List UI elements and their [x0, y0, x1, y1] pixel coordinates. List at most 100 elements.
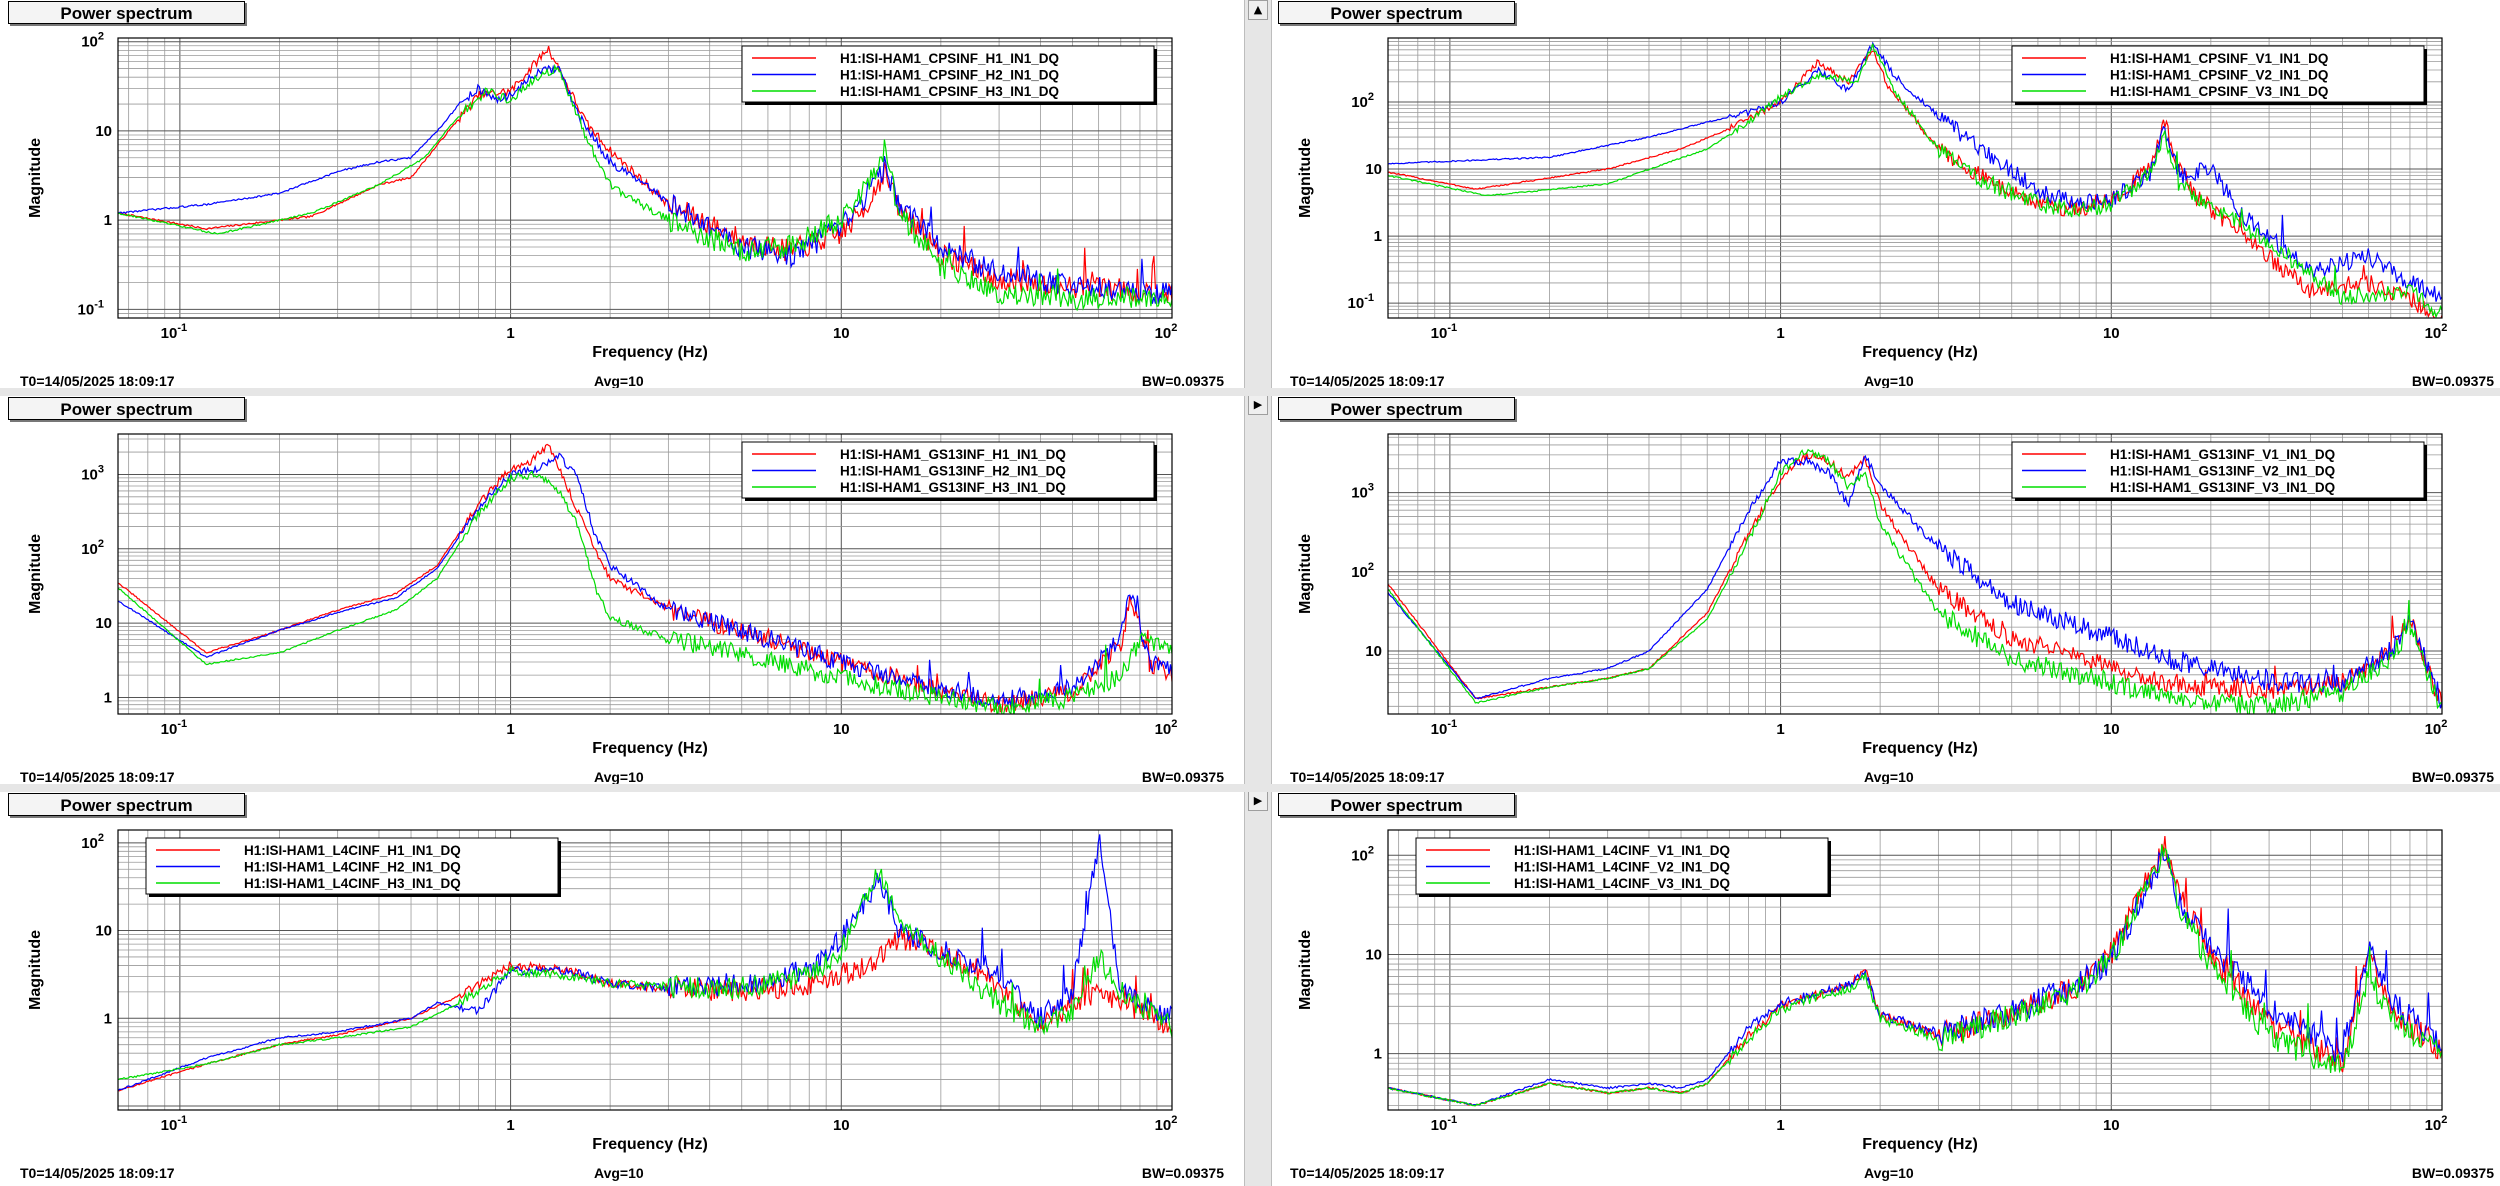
legend[interactable]: H1:ISI-HAM1_L4CINF_H1_IN1_DQ H1:ISI-HAM1_… — [145, 837, 561, 897]
y-axis-label: Magnitude — [27, 930, 44, 1010]
scroll-up-arrow-icon[interactable]: ▲ — [1248, 0, 1268, 20]
legend-entry: H1:ISI-HAM1_CPSINF_H2_IN1_DQ — [840, 68, 1059, 83]
legend[interactable]: H1:ISI-HAM1_CPSINF_H1_IN1_DQ H1:ISI-HAM1_… — [741, 45, 1157, 105]
footer-bw: BW=0.09375 — [2411, 373, 2494, 389]
x-tick-label: 1 — [1776, 325, 1784, 342]
footer-bw: BW=0.09375 — [2411, 769, 2494, 785]
x-tick-label: 1 — [1776, 721, 1784, 738]
legend[interactable]: H1:ISI-HAM1_GS13INF_V1_IN1_DQ H1:ISI-HAM1… — [2011, 441, 2427, 501]
x-tick-label: 1 — [506, 325, 514, 342]
plot-frame — [117, 37, 1173, 319]
x-axis-label: Frequency (Hz) — [592, 1136, 708, 1153]
y-axis-label: Magnitude — [27, 534, 44, 614]
plot-frame — [1387, 433, 2443, 715]
series-line — [1388, 41, 2442, 302]
legend[interactable]: H1:ISI-HAM1_CPSINF_V1_IN1_DQ H1:ISI-HAM1_… — [2011, 45, 2427, 105]
y-tick-label: 10 — [95, 123, 112, 140]
spectrum-plot[interactable]: 10-1 1 10 102 10 102 103 Frequency (Hz) Magnitud… — [1270, 396, 2500, 784]
legend-entry: H1:ISI-HAM1_CPSINF_H1_IN1_DQ — [840, 51, 1059, 66]
panel-title[interactable]: Power spectrum — [8, 397, 245, 420]
x-tick-label: 10-1 — [161, 718, 187, 738]
series-line — [118, 834, 1172, 1092]
footer-avg: Avg=10 — [1864, 373, 1914, 389]
panel-title[interactable]: Power spectrum — [1278, 397, 1515, 420]
x-tick-label: 1 — [506, 1117, 514, 1134]
panel-title[interactable]: Power spectrum — [1278, 1, 1515, 24]
spectrum-plot[interactable]: 10-1 1 10 102 1 10 102 103 Frequency (Hz) Magnitu… — [0, 396, 1244, 784]
spectrum-plot[interactable]: 10-1 1 10 102 10-1 1 10 102 Frequency (Hz) Magnit… — [0, 0, 1244, 388]
scroll-right-arrow-icon[interactable]: ▶ — [1248, 791, 1268, 811]
series-line — [118, 45, 1172, 303]
legend[interactable]: H1:ISI-HAM1_GS13INF_H1_IN1_DQ H1:ISI-HAM1… — [741, 441, 1157, 501]
legend[interactable]: H1:ISI-HAM1_L4CINF_V1_IN1_DQ H1:ISI-HAM1_… — [1415, 837, 1831, 897]
series-line — [118, 470, 1172, 714]
x-axis-label: Frequency (Hz) — [1862, 1136, 1978, 1153]
series-line — [1388, 844, 2442, 1107]
footer-t0: T0=14/05/2025 18:09:17 — [20, 373, 175, 389]
plot-frame — [117, 433, 1173, 715]
y-axis-label: Magnitude — [1297, 534, 1314, 614]
vertical-scrollbar[interactable]: ▲ ▶ ▶ — [1244, 0, 1272, 1186]
panel-title[interactable]: Power spectrum — [8, 1, 245, 24]
plot-frame — [117, 829, 1173, 1111]
legend-entry: H1:ISI-HAM1_L4CINF_H2_IN1_DQ — [244, 860, 461, 875]
x-tick-label: 102 — [1155, 1114, 1178, 1134]
y-tick-label: 1 — [104, 1010, 112, 1027]
legend-entry: H1:ISI-HAM1_CPSINF_V1_IN1_DQ — [2110, 51, 2328, 66]
spectrum-panel: 10-1 1 10 102 1 10 102 103 Frequency (Hz) Magnitu… — [0, 396, 1244, 785]
x-tick-label: 10 — [2103, 721, 2120, 738]
y-tick-label: 1 — [1374, 1046, 1382, 1063]
y-axis-label: Magnitude — [27, 138, 44, 218]
x-tick-label: 102 — [2425, 718, 2448, 738]
y-tick-label: 1 — [104, 212, 112, 229]
x-tick-label: 10-1 — [1431, 322, 1457, 342]
legend-entry: H1:ISI-HAM1_L4CINF_V2_IN1_DQ — [1514, 860, 1730, 875]
x-tick-label: 1 — [506, 721, 514, 738]
traces — [1388, 836, 2442, 1107]
x-tick-label: 10-1 — [1431, 1114, 1457, 1134]
grid — [118, 38, 1172, 318]
footer-t0: T0=14/05/2025 18:09:17 — [20, 769, 175, 785]
y-tick-label: 10 — [1365, 643, 1382, 660]
panel-title[interactable]: Power spectrum — [1278, 793, 1515, 816]
x-axis-label: Frequency (Hz) — [592, 344, 708, 361]
footer-bw: BW=0.09375 — [1141, 373, 1224, 389]
x-tick-label: 1 — [1776, 1117, 1784, 1134]
footer-avg: Avg=10 — [594, 1165, 644, 1181]
y-tick-label: 102 — [81, 832, 104, 852]
footer-t0: T0=14/05/2025 18:09:17 — [1290, 1165, 1445, 1181]
series-line — [118, 63, 1172, 312]
series-line — [1388, 448, 2442, 714]
panel-title[interactable]: Power spectrum — [8, 793, 245, 816]
spectrum-panel: 10-1 1 10 102 1 10 102 Frequency (Hz) Magnitude H… — [0, 792, 1244, 1181]
spectrum-plot[interactable]: 10-1 1 10 102 10-1 1 10 102 Frequency (Hz) Magnit… — [1270, 0, 2500, 388]
y-tick-label: 10 — [95, 615, 112, 632]
spectrum-panel: 10-1 1 10 102 10 102 103 Frequency (Hz) Magnitud… — [1270, 396, 2500, 785]
x-tick-label: 10 — [2103, 1117, 2120, 1134]
traces — [1388, 448, 2442, 714]
spectrum-plot[interactable]: 10-1 1 10 102 1 10 102 Frequency (Hz) Magnitude H… — [1270, 792, 2500, 1180]
y-tick-label: 102 — [81, 31, 104, 51]
y-tick-label: 103 — [81, 463, 104, 483]
legend-entry: H1:ISI-HAM1_L4CINF_V3_IN1_DQ — [1514, 876, 1730, 891]
y-tick-label: 10-1 — [1348, 292, 1374, 312]
legend-entry: H1:ISI-HAM1_GS13INF_V2_IN1_DQ — [2110, 464, 2335, 479]
y-axis-label: Magnitude — [1297, 930, 1314, 1010]
legend-entry: H1:ISI-HAM1_GS13INF_H3_IN1_DQ — [840, 480, 1066, 495]
x-tick-label: 102 — [2425, 1114, 2448, 1134]
y-tick-label: 102 — [1351, 91, 1374, 111]
panel-separator — [0, 388, 2500, 396]
spectrum-plot[interactable]: 10-1 1 10 102 1 10 102 Frequency (Hz) Magnitude H… — [0, 792, 1244, 1180]
traces — [118, 834, 1172, 1092]
legend-entry: H1:ISI-HAM1_L4CINF_H1_IN1_DQ — [244, 843, 461, 858]
x-tick-label: 10-1 — [1431, 718, 1457, 738]
legend-entry: H1:ISI-HAM1_L4CINF_V1_IN1_DQ — [1514, 843, 1730, 858]
series-line — [1388, 454, 2442, 709]
x-tick-label: 10 — [833, 1117, 850, 1134]
scroll-right-arrow-icon[interactable]: ▶ — [1248, 395, 1268, 415]
x-tick-label: 10 — [2103, 325, 2120, 342]
plot-frame — [1387, 829, 2443, 1111]
legend-entry: H1:ISI-HAM1_CPSINF_H3_IN1_DQ — [840, 84, 1059, 99]
legend-entry: H1:ISI-HAM1_GS13INF_V1_IN1_DQ — [2110, 447, 2335, 462]
legend-entry: H1:ISI-HAM1_GS13INF_V3_IN1_DQ — [2110, 480, 2335, 495]
